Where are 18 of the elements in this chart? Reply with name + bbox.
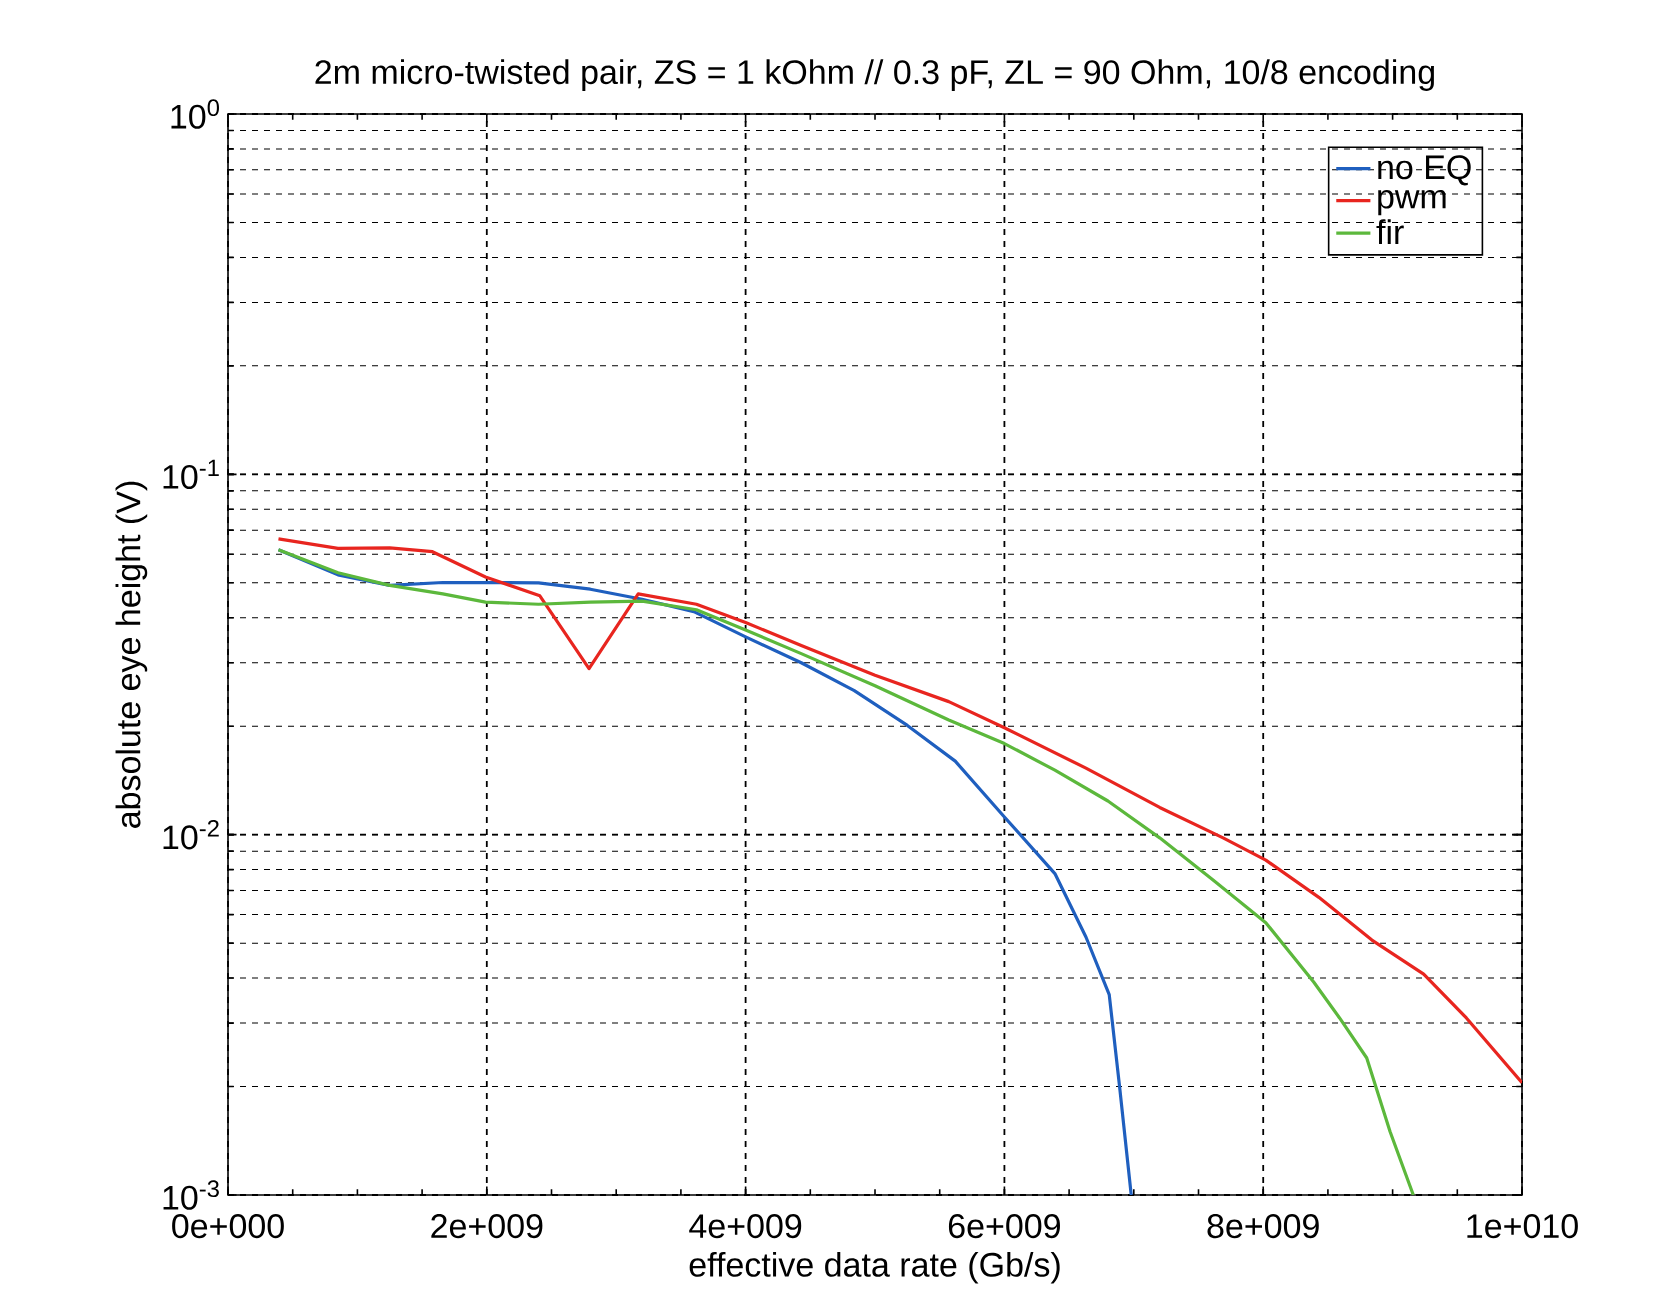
x-tick-label: 8e+009 xyxy=(1207,1214,1319,1239)
y-tick-label: 10$^{-3}$ xyxy=(163,1180,219,1210)
x-tick-label: 0e+000 xyxy=(172,1214,284,1239)
legend-label: fir xyxy=(1376,219,1404,244)
y-axis-title: absolute eye height (V) xyxy=(115,481,148,828)
legend-label: no EQ xyxy=(1378,155,1471,186)
x-tick-label: 2e+009 xyxy=(431,1214,543,1239)
x-tick-label: 6e+009 xyxy=(948,1214,1060,1239)
chart-title: 2m micro-twisted pair, ZS = 1 kOhm // 0.3 pF, ZL = 90 Ohm, 10/8 encoding xyxy=(315,59,1434,91)
legend-label: pwm xyxy=(1378,189,1446,216)
x-tick-label: 4e+009 xyxy=(689,1214,802,1239)
y-tick-label: 10$^{-2}$ xyxy=(163,819,219,850)
line-series xyxy=(276,548,1415,1196)
x-axis-title: effective data rate (Gb/s) xyxy=(689,1251,1060,1284)
line-series xyxy=(276,537,1523,1085)
y-tick-label: 10$^{-1}$ xyxy=(163,459,219,489)
y-tick-label: 10$^{0}$ xyxy=(171,99,219,129)
x-tick-label: 1e+010 xyxy=(1467,1214,1578,1239)
